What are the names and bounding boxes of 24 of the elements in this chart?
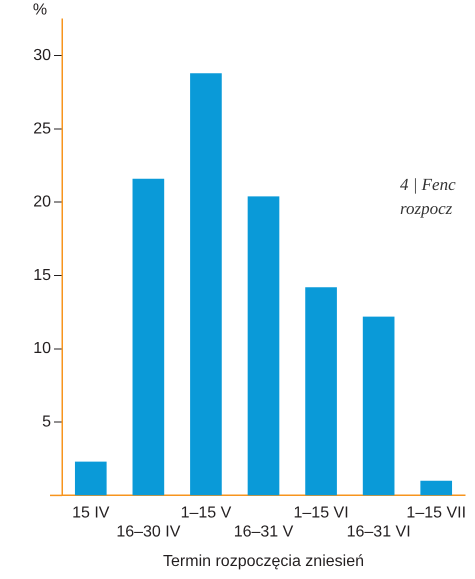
bar xyxy=(248,196,280,496)
bar xyxy=(190,73,222,496)
x-tick-label: 16–31 VI xyxy=(346,524,411,541)
y-tick-label: 5 xyxy=(42,414,52,431)
y-tick-label: 30 xyxy=(33,47,52,64)
annotation: rozpocz xyxy=(400,199,453,218)
y-tick-label: 20 xyxy=(33,194,52,211)
x-tick-label: 1–15 V xyxy=(180,504,232,522)
x-tick-label: 16–30 IV xyxy=(116,524,181,541)
bar xyxy=(132,178,164,496)
bar xyxy=(362,316,394,496)
bar xyxy=(305,287,337,496)
bar xyxy=(420,480,452,496)
bar xyxy=(74,462,107,496)
x-tick-label: 1–15 VII xyxy=(406,504,466,522)
y-tick-label: 15 xyxy=(33,266,52,284)
x-tick-label: 1–15 VI xyxy=(293,504,349,522)
x-tick-label: 15 IV xyxy=(72,504,110,522)
x-tick-label: 16–31 V xyxy=(234,524,294,541)
annotation: 4 | Fenc xyxy=(400,175,456,194)
x-axis-title: Termin rozpoczęcia zniesień xyxy=(163,552,364,570)
y-tick-label: 25 xyxy=(33,120,52,138)
y-axis-title: % xyxy=(32,1,48,18)
y-tick-label: 10 xyxy=(33,340,52,358)
